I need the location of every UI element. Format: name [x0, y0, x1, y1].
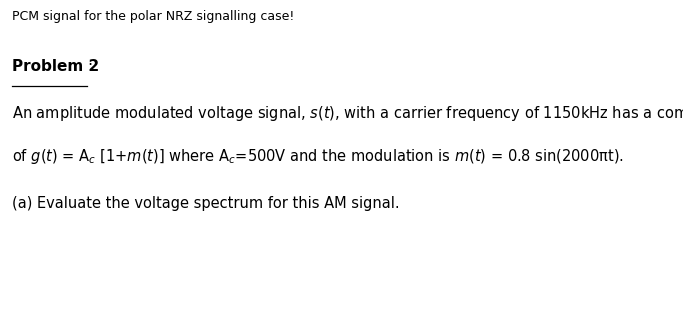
Text: (a) Evaluate the voltage spectrum for this AM signal.: (a) Evaluate the voltage spectrum for th… — [12, 196, 400, 211]
Text: of $g(t)$ = A$_c$ [1+$m(t)$] where A$_c$=500V and the modulation is $m(t)$ = 0.8: of $g(t)$ = A$_c$ [1+$m(t)$] where A$_c$… — [12, 147, 624, 166]
Text: An amplitude modulated voltage signal, $s(t)$, with a carrier frequency of 1150k: An amplitude modulated voltage signal, $… — [12, 104, 683, 123]
Text: Problem 2: Problem 2 — [12, 59, 100, 74]
Text: :: : — [87, 59, 93, 74]
Text: PCM signal for the polar NRZ signalling case!: PCM signal for the polar NRZ signalling … — [12, 10, 294, 23]
